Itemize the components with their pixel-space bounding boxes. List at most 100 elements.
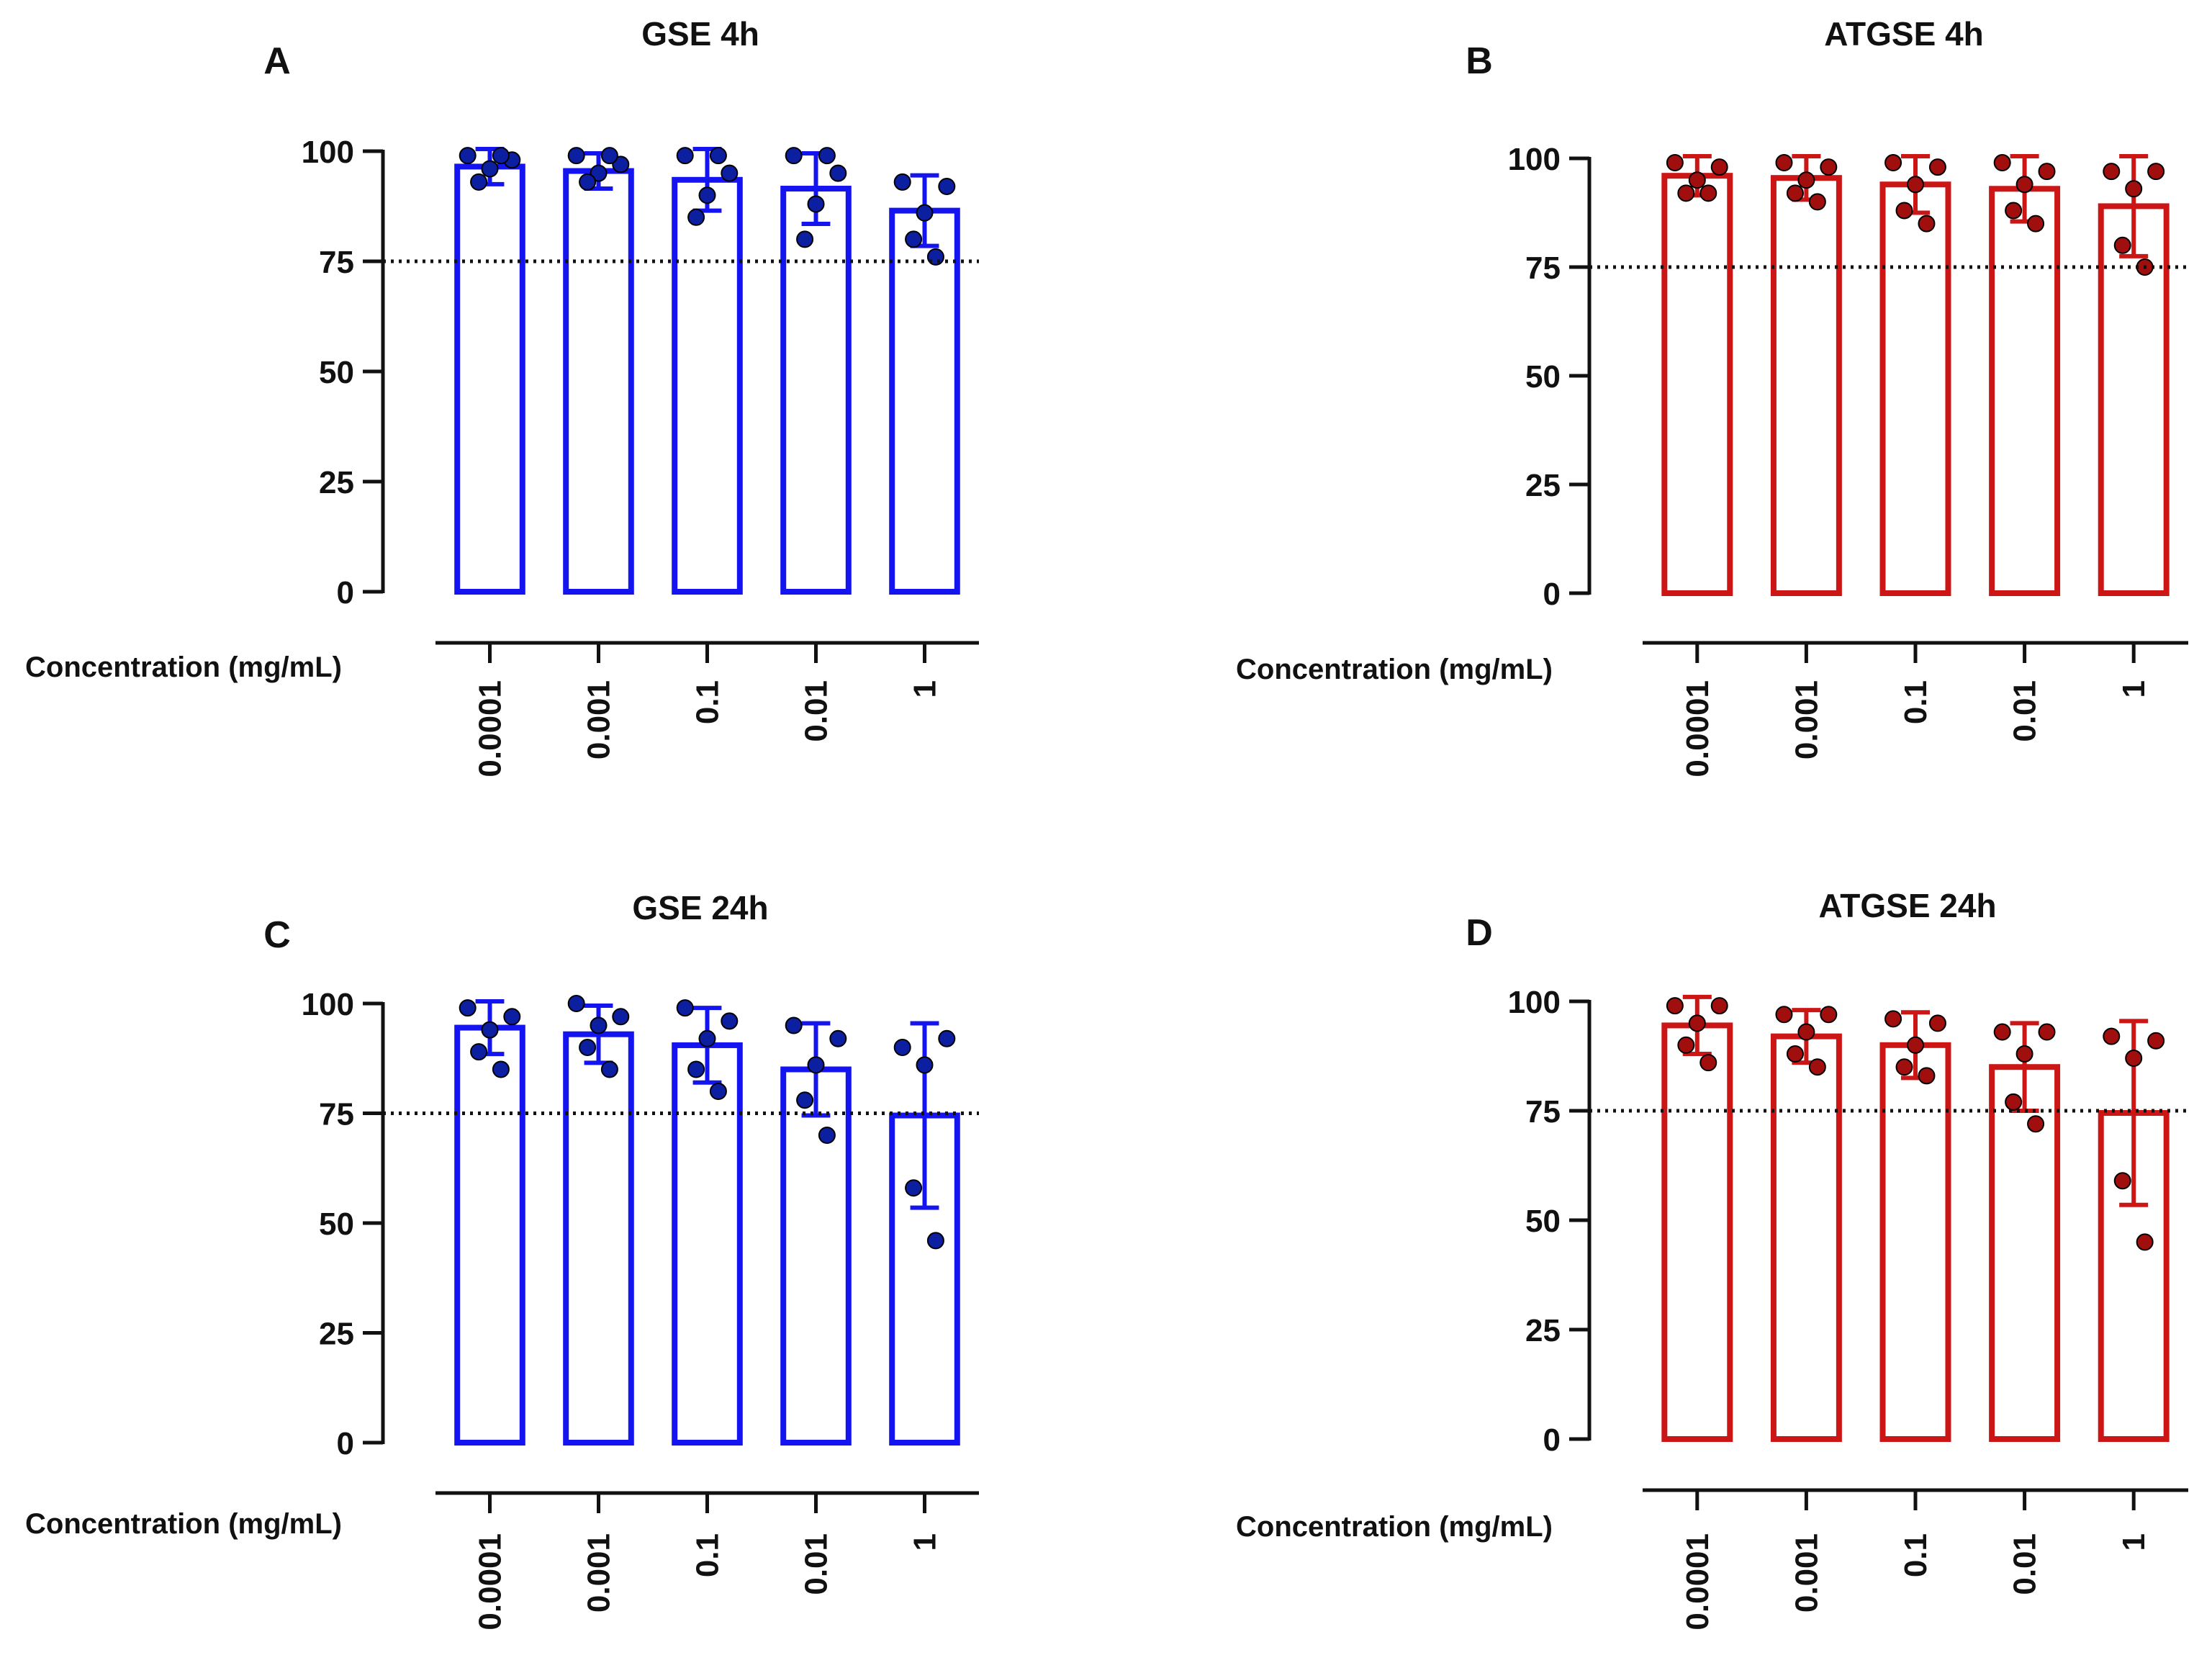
x-tick-label: 0.0001 — [1680, 1533, 1715, 1631]
y-tick-label: 25 — [1525, 1313, 1561, 1348]
data-point — [1993, 154, 2011, 172]
x-tick-label: 0.01 — [799, 680, 834, 742]
x-tick-label: 1 — [2116, 1533, 2152, 1551]
chart-title: ATGSE 4h — [1824, 15, 1984, 53]
data-point — [1775, 1006, 1793, 1024]
y-tick-label: 100 — [1508, 142, 1561, 177]
data-point — [905, 1179, 923, 1197]
data-point — [893, 173, 911, 191]
data-point — [698, 1029, 716, 1047]
data-point — [1808, 193, 1826, 211]
data-point — [470, 173, 488, 191]
y-tick-label: 0 — [1543, 1422, 1561, 1458]
data-point — [1666, 154, 1684, 172]
data-point — [2015, 176, 2033, 194]
data-point — [567, 147, 585, 165]
data-point — [567, 995, 585, 1012]
data-point — [600, 1060, 618, 1078]
data-point — [1710, 997, 1728, 1015]
panel-d: D ATGSE 24h 0 25 50 75 100 Concentration (mg/mL… — [1236, 887, 2188, 1631]
chart-title: GSE 4h — [641, 15, 759, 53]
data-point — [1928, 158, 1946, 176]
data-point — [796, 230, 814, 248]
data-point — [470, 1043, 488, 1061]
data-point — [1786, 1045, 1804, 1063]
data-point — [2027, 1115, 2045, 1133]
data-point — [796, 1091, 814, 1109]
data-point — [1895, 202, 1913, 220]
panel-letter: D — [1466, 912, 1493, 954]
data-point — [612, 1008, 630, 1026]
y-tick-label: 25 — [319, 1317, 354, 1352]
x-axis-title: Concentration (mg/mL) — [1236, 654, 1553, 685]
y-tick-label: 75 — [1525, 1094, 1561, 1129]
data-point — [709, 1083, 727, 1100]
panel-a: A GSE 4h 0 25 50 75 100 Concentration (mg/mL) 0.… — [25, 15, 979, 777]
data-point — [503, 1008, 521, 1026]
data-point — [1895, 1058, 1913, 1076]
data-point — [2038, 163, 2056, 181]
y-tick-label: 25 — [1525, 468, 1561, 503]
data-point — [1786, 184, 1804, 202]
data-point — [829, 1029, 847, 1047]
data-point — [1918, 1067, 1936, 1085]
data-point — [1677, 184, 1695, 202]
y-tick-label: 0 — [1543, 577, 1561, 612]
data-point — [579, 173, 597, 191]
x-tick-label: 0.0001 — [1680, 680, 1715, 777]
data-point — [893, 1039, 911, 1056]
y-tick-label: 75 — [319, 1097, 354, 1132]
x-axis-title: Concentration (mg/mL) — [25, 651, 342, 683]
x-tick-label: 0.01 — [2008, 1533, 2043, 1595]
x-tick-label: 0.001 — [1789, 680, 1824, 759]
x-tick-label: 0.0001 — [473, 1533, 508, 1631]
panel-letter: B — [1466, 40, 1493, 82]
data-point — [721, 164, 739, 182]
x-tick-label: 0.001 — [1789, 1533, 1824, 1613]
data-point — [698, 186, 716, 204]
y-tick-label: 100 — [1508, 985, 1561, 1020]
data-point — [785, 1016, 803, 1034]
x-tick-label: 0.1 — [1898, 680, 1933, 724]
data-point — [926, 1232, 944, 1250]
data-point — [2103, 163, 2121, 181]
y-tick-label: 0 — [337, 1426, 354, 1461]
panel-c: C GSE 24h 0 25 50 75 100 Concentration (mg/mL) 0… — [25, 889, 979, 1631]
data-point — [2125, 180, 2143, 198]
data-point — [2125, 1050, 2143, 1068]
y-tick-label: 50 — [1525, 359, 1561, 394]
x-tick-label: 0.001 — [582, 1533, 617, 1613]
data-point — [1699, 184, 1717, 202]
x-axis-title: Concentration (mg/mL) — [25, 1508, 342, 1540]
y-tick-label: 75 — [319, 245, 354, 280]
data-point — [2147, 163, 2165, 181]
x-tick-label: 0.01 — [799, 1533, 834, 1595]
y-tick-label: 50 — [1525, 1204, 1561, 1239]
data-point — [2038, 1023, 2056, 1041]
data-point — [938, 1029, 956, 1047]
data-point — [938, 177, 956, 195]
data-point — [721, 1012, 739, 1030]
data-point — [2136, 1233, 2154, 1251]
panel-letter: A — [263, 40, 291, 82]
data-point — [709, 147, 727, 165]
panel-b: B ATGSE 4h 0 25 50 75 100 Concentration (mg/mL)… — [1236, 15, 2188, 777]
data-point — [579, 1039, 597, 1056]
data-point — [916, 1056, 934, 1074]
data-point — [905, 230, 923, 248]
data-point — [1699, 1054, 1717, 1072]
data-point — [1677, 1036, 1695, 1054]
data-point — [459, 147, 477, 165]
chart-title: GSE 24h — [632, 889, 768, 926]
data-point — [2005, 1093, 2023, 1111]
x-tick-label: 0.001 — [582, 680, 617, 759]
x-tick-label: 0.1 — [690, 1533, 726, 1577]
data-point — [676, 999, 694, 1017]
data-point — [1808, 1058, 1826, 1076]
data-point — [590, 1016, 608, 1034]
data-point — [818, 1127, 836, 1144]
data-point — [676, 147, 694, 165]
data-point — [1884, 1010, 1902, 1028]
